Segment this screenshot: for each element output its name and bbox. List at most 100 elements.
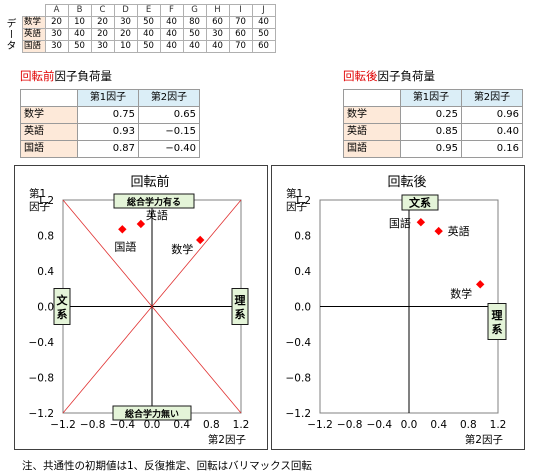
load-cell: 0.75 [77,106,139,124]
x-tick-label: 0.0 [401,419,418,431]
load-col-header: 第1因子 [400,89,462,107]
y-axis-label: 因子 [29,201,50,213]
load-col-header: 第2因子 [461,89,523,107]
raw-cell: 30 [44,40,69,53]
raw-col-header: G [182,4,207,17]
y-tick-label: −1.2 [29,408,55,420]
table-row: 数学 20 10 20 30 50 40 80 60 70 40 [22,16,276,29]
raw-cell: 70 [228,16,253,29]
x-axis-label: 第2因子 [465,433,503,446]
raw-table-corner [22,4,45,17]
load-row-header: 数学 [20,106,78,124]
y-tick-label: −1.2 [286,408,312,420]
raw-cell: 50 [251,28,276,41]
raw-cell: 40 [136,28,161,41]
load-cell: 0.95 [400,140,462,158]
axis-tag-text: 系 [57,307,68,321]
raw-col-header: E [136,4,161,17]
data-point [434,226,443,236]
axis-tag-box [401,194,439,211]
y-tick-label: −0.8 [29,373,55,385]
raw-cell: 40 [159,28,184,41]
raw-cell: 30 [113,16,138,29]
after-loading-table: 第1因子 第2因子 数学 0.25 0.96 英語 0.85 0.40 国語 0.95 0.16 [343,89,523,158]
x-axis-label: 第2因子 [208,433,246,446]
diagonal-line [62,199,242,414]
load-row-header: 数学 [343,106,401,124]
raw-cell: 50 [67,40,92,53]
point-label: 国語 [389,216,411,230]
y-tick-label: −0.4 [29,337,55,349]
axis-tag-box [113,193,195,209]
axis-tag-text: 系 [235,307,246,321]
raw-cell: 40 [159,16,184,29]
axis-tag: 総合学力無い [112,405,192,421]
load-row-header: 英語 [343,123,401,141]
x-tick-label: 0.8 [460,419,477,431]
after-rotation-chart: 回転後第1因子第2因子1.20.80.40.0−0.4−0.8−1.2−1.2−… [286,175,507,446]
y-axis-label: 第1 [286,187,303,200]
axis-tag-box [53,288,71,325]
raw-col-header: B [67,4,92,17]
x-tick-label: 0.4 [173,419,190,431]
x-tick-label: −1.2 [307,419,333,431]
raw-cell: 80 [182,16,207,29]
raw-cell: 40 [182,40,207,53]
load-cell: 0.40 [461,123,523,141]
raw-row-header: 数学 [22,16,46,29]
raw-col-header: D [113,4,138,17]
axis-tag-text: 総合学力無い [125,408,179,420]
data-side-label: データ [4,18,15,51]
point-label: 数学 [450,286,472,300]
table-row: 英語 30 40 20 20 40 40 50 30 60 50 [22,28,276,41]
raw-col-header: H [205,4,230,17]
x-tick-label: 1.2 [490,419,507,431]
load-cell: 0.96 [461,106,523,124]
axis-tag-text: 文系 [409,196,431,210]
y-tick-label: 0.0 [37,302,54,314]
load-col-header: 第1因子 [77,89,139,107]
y-tick-label: −0.4 [286,337,312,349]
point-label: 数学 [171,242,193,256]
load-table-corner [20,89,78,107]
footnote: 注、共通性の初期値は1、反復推定、回転はバリマックス回転 [22,460,312,472]
table-row: 数学 0.75 0.65 [20,106,200,124]
load-cell: −0.40 [138,140,200,158]
axis-tag-box [231,288,249,325]
table-row: 英語 0.85 0.40 [343,123,523,141]
load-cell: −0.15 [138,123,200,141]
load-table-corner [343,89,401,107]
raw-row-header: 英語 [22,28,46,41]
table-row: 数学 0.25 0.96 [343,106,523,124]
axis-tag: 理系 [231,288,249,325]
chart-title: 回転前 [130,174,169,190]
data-point [476,280,485,289]
raw-col-header: A [44,4,69,17]
raw-data-table: A B C D E F G H I J 数学 20 10 20 30 50 40 80 60 70 40 英語 30 40 20… [22,4,276,53]
load-row-header: 国語 [343,140,401,158]
raw-cell: 30 [44,28,69,41]
raw-cell: 60 [251,40,276,53]
y-tick-label: 0.0 [294,302,311,314]
x-tick-label: −0.8 [337,419,363,431]
raw-cell: 50 [182,28,207,41]
x-tick-label: −0.8 [80,419,106,431]
table-row: 国語 0.95 0.16 [343,140,523,158]
raw-cell: 40 [159,40,184,53]
x-tick-label: 1.2 [233,419,250,431]
y-axis-label: 第1 [29,187,46,200]
axis-tag-box [487,303,507,340]
data-point [136,219,146,229]
y-tick-label: 0.8 [37,231,54,243]
before-table-title: 回転前因子負荷量 [20,69,112,83]
load-cell: 0.93 [77,123,139,141]
axis-tag-text: 理 [235,294,246,307]
raw-cell: 30 [90,40,115,53]
load-cell: 0.87 [77,140,139,158]
raw-cell: 40 [67,28,92,41]
raw-cell: 40 [251,16,276,29]
x-tick-label: 0.0 [144,419,161,431]
raw-cell: 10 [113,40,138,53]
load-cell: 0.85 [400,123,462,141]
raw-cell: 50 [136,16,161,29]
